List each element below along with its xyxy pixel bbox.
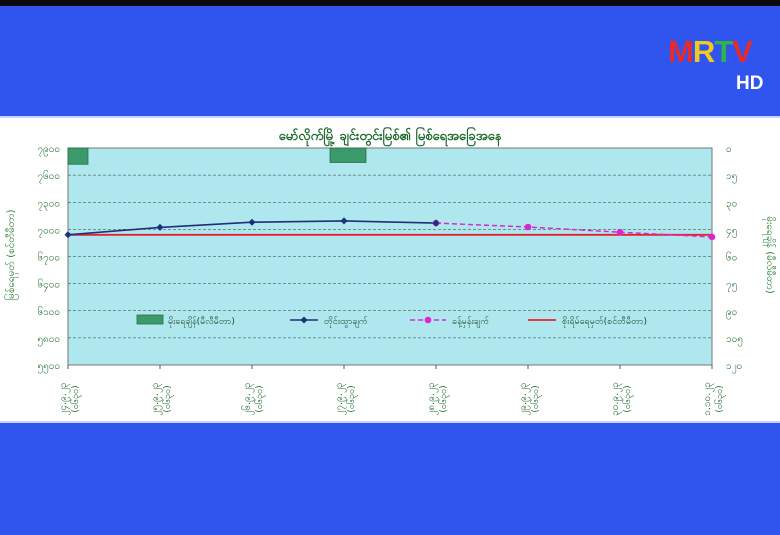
legend-marker-measured	[300, 316, 308, 324]
mrtv-logo: MRTV	[668, 34, 753, 69]
logo-letter-v: V	[732, 34, 753, 69]
y-axis-left-label: မြစ်ရေမှတ် (စင်တီမီတာ)	[3, 209, 19, 300]
x-tick-label-date: ၂၆.၉.၂၃	[240, 382, 255, 415]
legend-marker-forecast	[424, 316, 432, 324]
x-tick-label-date: ၃၀.၉.၂၃	[610, 382, 623, 416]
x-tick-label-time: (၀၆၃၀)	[622, 385, 634, 412]
x-tick-label-time: (၀၆၃၀)	[162, 385, 174, 412]
y-left-tick-label: ၆၄၀၀	[38, 278, 61, 293]
measured-point	[64, 231, 72, 239]
logo-letter-t: T	[714, 34, 733, 69]
x-tick-label-date: ၂၅.၉.၂၃	[150, 382, 163, 415]
y-left-tick-label: ၇၉၀၀	[38, 144, 61, 157]
x-tick-label-time: (၀၆၃၀)	[530, 385, 542, 412]
rainfall-bar	[329, 147, 367, 163]
forecast-line	[435, 222, 713, 238]
x-tick-label-date: ၁.၁၀.၂၃	[702, 382, 715, 416]
y-left-tick-label: ၅၈၀၀	[37, 334, 60, 347]
legend-label-warning: စိုးရိမ်ရေမှတ်(စင်တီမီတာ)	[562, 316, 647, 328]
y-right-tick-label: ၇၅	[726, 280, 737, 293]
x-tick-label-date: ၂၉.၉.၂၃	[518, 382, 531, 415]
legend-label-rainfall: မိုးရေချိန်(မီလီမီတာ)	[168, 316, 235, 328]
y-left-tick-label: ၇၆၀၀	[38, 169, 61, 184]
y-left-tick-label: ၇၀၀၀	[38, 225, 61, 238]
x-tick-label-time: (၀၆၃၀)	[438, 385, 450, 412]
measured-point	[340, 217, 348, 225]
logo-letter-r: R	[692, 34, 715, 69]
measured-point	[432, 219, 440, 227]
chart-title: မော်လိုက်မြို့ ချင်းတွင်းမြစ်၏ မြစ်ရေအခြ…	[279, 126, 503, 147]
legend-label-measured: တိုင်းထွာချက်	[324, 316, 368, 328]
y-axis-right-label: မိုးရေချိန် (မီလီမီတာ)	[762, 216, 777, 294]
y-right-tick-label: ၃၀	[726, 198, 737, 211]
y-left-tick-label: ၇၃၀၀	[38, 198, 61, 211]
x-tick-label-time: (၀၆၃၀)	[70, 385, 82, 412]
y-right-tick-label: ၉၀	[726, 307, 737, 320]
x-tick-label-date: ၂၇.၉.၂၃	[334, 382, 347, 415]
y-right-tick-label: ၀	[726, 144, 732, 155]
rainfall-bar	[67, 147, 89, 165]
y-left-tick-label: ၆၁၀၀	[38, 305, 61, 318]
x-tick-label-time: (၀၆၃၀)	[346, 385, 358, 412]
logo-hd-badge: HD	[736, 73, 764, 94]
x-tick-label-date: ၂၈.၉.၂၃	[426, 382, 439, 415]
y-right-tick-label: ၁၅	[726, 171, 737, 184]
forecast-point	[616, 228, 624, 236]
top-border	[0, 0, 780, 6]
forecast-point	[524, 223, 532, 231]
measured-point	[248, 218, 256, 226]
y-right-tick-label: ၁၂၀	[726, 361, 742, 374]
legend-swatch-rainfall	[136, 314, 164, 325]
forecast-point	[708, 233, 716, 241]
x-tick-label-date: ၂၄.၉.၂၃	[58, 382, 71, 415]
y-left-tick-label: ၅၅၀၀	[38, 361, 61, 374]
x-tick-label-time: (၀၆၃၀)	[254, 385, 266, 412]
measured-point	[156, 223, 164, 231]
legend-label-forecast: ခန့်မှန်းချက်	[452, 316, 490, 328]
y-right-tick-label: ၁၀၅	[726, 334, 743, 347]
logo-letter-m: M	[668, 34, 694, 69]
y-right-tick-label: ၆၀	[726, 251, 737, 264]
y-left-tick-label: ၆၇၀၀	[38, 251, 61, 266]
x-tick-label-time: (၀၆၃၀)	[714, 385, 726, 412]
y-right-tick-label: ၄၅	[726, 225, 737, 238]
